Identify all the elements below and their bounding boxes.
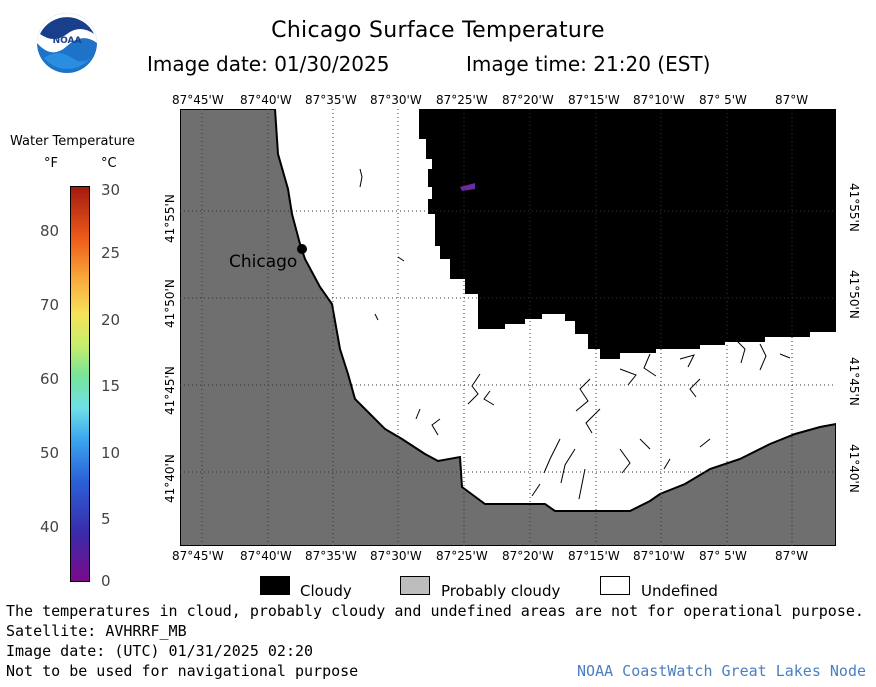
lon-label-bottom: 87° 5'W (699, 549, 747, 563)
page-title: Chicago Surface Temperature (271, 18, 605, 43)
image-date: Image date: 01/30/2025 (147, 52, 390, 76)
c-tick-30: 30 (101, 181, 121, 199)
lon-label-top: 87°10'W (633, 93, 685, 107)
lat-label-left: 41°55'N (163, 194, 177, 243)
noaa-logo: NOAA (36, 12, 98, 74)
ice-fragments (359, 168, 791, 500)
unit-fahrenheit: °F (44, 156, 58, 171)
footer-satellite: Satellite: AVHRRF_MB (6, 622, 187, 640)
lat-label-left: 41°40'N (163, 454, 177, 503)
legend-cloudy-label: Cloudy (300, 582, 352, 600)
f-tick-70: 70 (40, 296, 60, 314)
lon-label-bottom: 87°35'W (305, 549, 357, 563)
footer-utc-date: Image date: (UTC) 01/31/2025 02:20 (6, 642, 314, 660)
legend-probably-cloudy-swatch (400, 576, 430, 595)
lon-label-bottom: 87°15'W (568, 549, 620, 563)
credit-link[interactable]: NOAA CoastWatch Great Lakes Node (577, 662, 866, 680)
footer-note: The temperatures in cloud, probably clou… (6, 602, 864, 620)
lon-label-bottom: 87°20'W (502, 549, 554, 563)
lon-label-top: 87°30'W (370, 93, 422, 107)
f-tick-80: 80 (40, 222, 60, 240)
c-tick-15: 15 (101, 377, 121, 395)
lat-label-right: 41°55'N (847, 183, 861, 232)
lon-label-bottom: 87°25'W (436, 549, 488, 563)
logo-text: NOAA (53, 36, 82, 46)
map-grid (180, 109, 836, 546)
legend-probably-cloudy-label: Probably cloudy (441, 582, 561, 600)
colorbar-title: Water Temperature (10, 134, 135, 149)
legend-undefined-label: Undefined (641, 582, 718, 600)
lon-label-bottom: 87°30'W (370, 549, 422, 563)
lon-label-top: 87°15'W (568, 93, 620, 107)
c-tick-0: 0 (101, 572, 111, 590)
f-tick-40: 40 (40, 518, 60, 536)
lon-label-bottom: 87°40'W (240, 549, 292, 563)
image-time: Image time: 21:20 (EST) (466, 52, 711, 76)
lon-label-top: 87°40'W (240, 93, 292, 107)
legend-cloudy-swatch (260, 576, 290, 595)
temperature-map (179, 108, 837, 547)
legend-undefined-swatch (600, 576, 630, 595)
f-tick-50: 50 (40, 444, 60, 462)
lat-label-right: 41°45'N (847, 357, 861, 406)
lat-label-right: 41°50'N (847, 270, 861, 319)
temperature-colorbar (70, 186, 90, 582)
lon-label-top: 87°20'W (502, 93, 554, 107)
chicago-marker (297, 244, 307, 254)
f-tick-60: 60 (40, 370, 60, 388)
lon-label-top: 87°45'W (172, 93, 224, 107)
lat-label-left: 41°45'N (163, 366, 177, 415)
c-tick-20: 20 (101, 311, 121, 329)
footer-nav-warning: Not to be used for navigational purpose (6, 662, 359, 680)
lat-label-right: 41°40'N (847, 444, 861, 493)
lon-label-bottom: 87°10'W (633, 549, 685, 563)
lon-label-top: 87° 5'W (699, 93, 747, 107)
lon-label-bottom: 87°45'W (172, 549, 224, 563)
city-label: Chicago (229, 252, 298, 272)
unit-celsius: °C (101, 156, 117, 171)
c-tick-25: 25 (101, 244, 121, 262)
cloud-area (419, 109, 836, 359)
c-tick-5: 5 (101, 510, 111, 528)
c-tick-10: 10 (101, 444, 121, 462)
lon-label-bottom: 87°W (775, 549, 809, 563)
lon-label-top: 87°W (775, 93, 809, 107)
land-area (179, 108, 837, 547)
lat-label-left: 41°50'N (163, 279, 177, 328)
lon-label-top: 87°35'W (305, 93, 357, 107)
lon-label-top: 87°25'W (436, 93, 488, 107)
